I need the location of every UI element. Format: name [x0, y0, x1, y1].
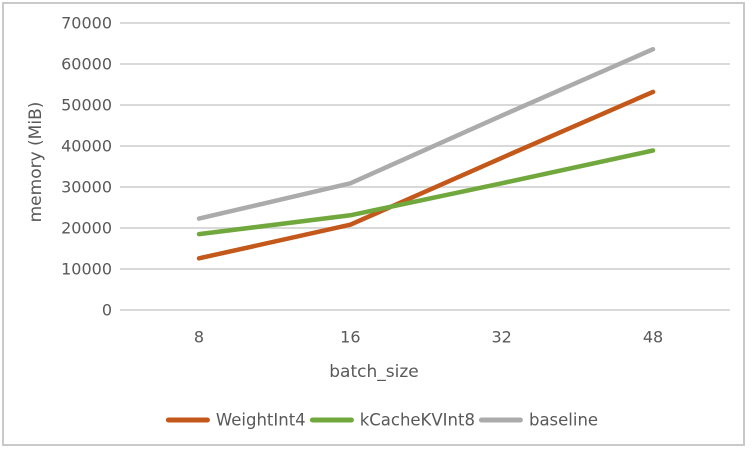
chart-legend: WeightInt4 kCacheKVInt8 baseline — [165, 410, 599, 430]
x-axis-title: batch_size — [329, 362, 419, 382]
legend-line-swatch-weightint4 — [165, 417, 210, 423]
legend-item-baseline: baseline — [478, 410, 599, 430]
series-line-baseline — [196, 46, 656, 221]
y-tick-label: 50000 — [61, 95, 112, 115]
x-tick-label: 16 — [340, 327, 361, 347]
legend-label-weightint4: WeightInt4 — [215, 410, 306, 430]
y-tick-label: 0 — [101, 300, 112, 320]
legend-item-weightint4: WeightInt4 — [165, 410, 306, 430]
y-tick-label: 40000 — [61, 136, 112, 156]
legend-line-swatch-baseline — [478, 417, 523, 423]
legend-line-swatch-kcachekvint8 — [309, 417, 354, 423]
legend-item-kcachekvint8: kCacheKVInt8 — [309, 410, 475, 430]
series-line-kcachekvint8 — [196, 148, 656, 237]
x-tick-label: 32 — [491, 327, 512, 347]
x-tick-label: 8 — [193, 327, 205, 347]
legend-label-kcachekvint8: kCacheKVInt8 — [359, 410, 475, 430]
y-tick-label: 70000 — [61, 13, 112, 33]
series-line-weightint4 — [196, 89, 656, 261]
y-tick-label: 30000 — [61, 177, 112, 197]
y-tick-label: 10000 — [61, 259, 112, 279]
y-tick-label: 60000 — [61, 54, 112, 74]
legend-label-baseline: baseline — [528, 410, 599, 430]
y-axis-title: memory (MiB) — [26, 101, 46, 223]
y-tick-label: 20000 — [61, 218, 112, 238]
x-tick-label: 48 — [642, 327, 664, 347]
